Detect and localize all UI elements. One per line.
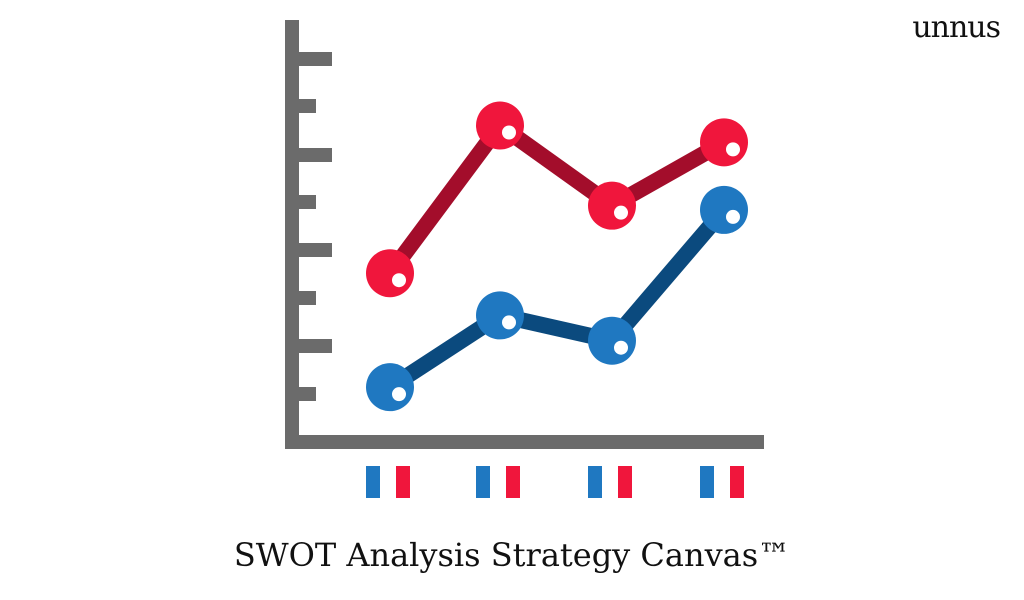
series-lines: [366, 101, 748, 412]
y-axis-tick: [292, 148, 332, 162]
series-0-point: [588, 181, 636, 230]
series-1-point: [588, 316, 636, 365]
series-1-point: [366, 363, 414, 412]
series-0-point-highlight: [726, 142, 740, 157]
category-marker-blue: [700, 466, 714, 498]
category-marker-blue: [588, 466, 602, 498]
series-1-point-highlight: [726, 209, 740, 224]
category-marker-blue: [476, 466, 490, 498]
category-marker-red: [506, 466, 520, 498]
series-0-point-highlight: [392, 273, 406, 288]
chart-caption: SWOT Analysis Strategy Canvas™: [233, 536, 791, 574]
series-1-point-highlight: [502, 315, 516, 330]
series-1-point-highlight: [614, 340, 628, 355]
category-markers: [366, 466, 744, 498]
x-axis-line: [285, 435, 764, 449]
series-0-point: [700, 118, 748, 167]
y-axis-tick: [292, 291, 316, 305]
y-axis-tick: [292, 243, 332, 257]
y-axis-tick: [292, 195, 316, 209]
y-axis-tick: [292, 52, 332, 66]
series-0-point: [476, 101, 524, 150]
category-marker-red: [396, 466, 410, 498]
series-0-point-highlight: [614, 205, 628, 220]
y-axis-tick: [292, 387, 316, 401]
axes: [285, 20, 764, 449]
series-1-point-highlight: [392, 387, 406, 402]
category-marker-red: [618, 466, 632, 498]
series-1-point: [476, 291, 524, 340]
series-0-point: [366, 249, 414, 298]
series-0-line: [382, 117, 732, 282]
y-axis-tick: [292, 99, 316, 113]
series-0-point-highlight: [502, 125, 516, 140]
brand-logo: unnus: [912, 10, 1001, 45]
y-axis-tick: [292, 339, 332, 353]
category-marker-blue: [366, 466, 380, 498]
category-marker-red: [730, 466, 744, 498]
series-1-line: [382, 201, 732, 396]
y-axis-line: [285, 20, 299, 449]
series-1-point: [700, 185, 748, 234]
